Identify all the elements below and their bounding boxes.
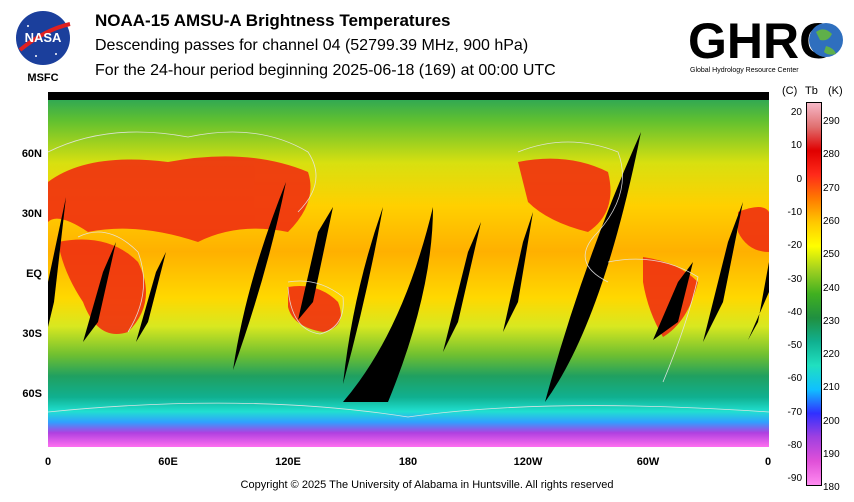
brightness-temperature-map [48,92,769,447]
celsius-tick-label: -50 [787,340,802,352]
colorbar-celsius-header: (C) [782,85,798,97]
lat-label-30s: 30S [22,328,42,340]
kelvin-tick-label: 230 [823,315,840,327]
lat-label-60s: 60S [22,388,42,400]
kelvin-tick-label: 280 [823,149,840,161]
kelvin-tick-label: 180 [823,482,840,494]
kelvin-tick-label: 260 [823,215,840,227]
chart-title: NOAA-15 AMSU-A Brightness Temperatures [95,11,451,30]
kelvin-tick-label: 270 [823,182,840,194]
lat-label-30n: 30N [21,208,42,220]
lon-label-120e: 120E [275,456,301,468]
celsius-tick-label: -20 [787,240,802,252]
orbit-gaps [48,132,769,402]
celsius-tick-label: -30 [787,273,802,285]
time-period: For the 24-hour period beginning 2025-06… [95,62,556,79]
celsius-tick-label: -70 [787,406,802,418]
celsius-tick-label: -10 [787,206,802,218]
celsius-tick-label: 0 [796,173,802,185]
lon-label-180: 180 [398,456,418,468]
kelvin-tick-label: 200 [823,415,840,427]
lon-label-60w: 60W [636,456,660,468]
top-missing-band [48,92,769,100]
kelvin-tick-label: 250 [823,249,840,261]
lat-label-60n: 60N [21,148,42,160]
kelvin-tick-label: 210 [823,382,840,394]
kelvin-tick-label: 220 [823,349,840,361]
copyright-notice: Copyright © 2025 The University of Alaba… [240,479,614,491]
ghrc-logo: GHRC Global Hydrology Resource Center [688,13,843,74]
nasa-logo: NASA MSFC [16,11,71,84]
kelvin-tick-label: 190 [823,449,840,460]
celsius-tick-label: -40 [787,306,802,318]
celsius-tick-label: -80 [787,440,802,451]
colorbar-kelvin-header: (K) [828,85,843,97]
nasa-meatball-icon [16,11,70,65]
lon-label-60e: 60E [158,456,178,468]
lon-label-0-right: 0 [764,456,772,468]
kelvin-tick-label: 240 [823,282,840,294]
nasa-logo-text: NASA [25,30,62,45]
colorbar-tb-header: Tb [805,85,818,97]
celsius-tick-label: 20 [790,107,802,118]
msfc-label: MSFC [27,72,58,84]
chart-subtitle: Descending passes for channel 04 (52799.… [95,37,529,54]
ghrc-subtitle: Global Hydrology Resource Center [690,67,799,74]
lon-label-0: 0 [44,456,52,468]
lon-label-120w: 120W [513,456,543,468]
lat-label-eq: EQ [26,268,42,280]
celsius-tick-label: 10 [790,140,802,152]
coastlines [48,131,769,418]
colorbar [806,102,822,486]
celsius-tick-label: -60 [787,373,802,385]
kelvin-tick-label: 290 [823,116,840,127]
celsius-tick-label: -90 [787,473,802,485]
